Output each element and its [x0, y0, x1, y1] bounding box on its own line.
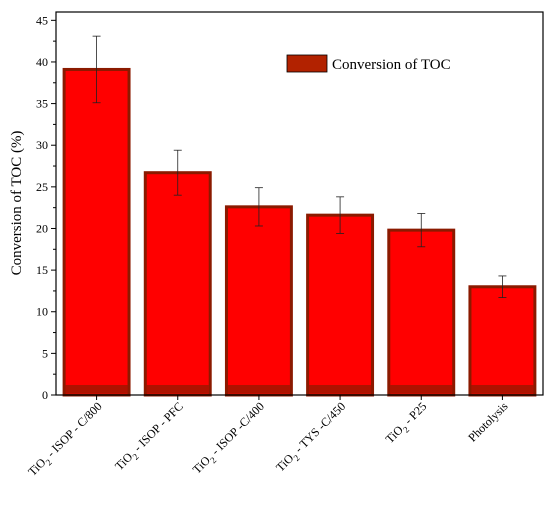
- bar-base: [65, 385, 128, 393]
- plot-frame: [55, 11, 544, 396]
- bar: [306, 213, 375, 397]
- x-tick-label: TiO2 - TYS -C/450: [273, 399, 350, 476]
- x-ticks: TiO2 - ISOP - C/800 TiO2 - ISOP - PFCTiO2…: [25, 395, 511, 481]
- x-tick-label: TiO2 - P25: [383, 399, 432, 448]
- y-tick-label: 10: [36, 305, 48, 319]
- legend: Conversion of TOC: [286, 54, 451, 73]
- y-tick-label: 15: [36, 263, 48, 277]
- y-tick-label: 35: [36, 97, 48, 111]
- bar-base: [309, 385, 372, 393]
- y-tick-label: 40: [36, 55, 48, 69]
- axes-layer: [55, 11, 544, 396]
- y-tick-label: 5: [42, 346, 48, 360]
- bar-base: [471, 385, 534, 393]
- bar-base: [146, 385, 209, 393]
- y-tick-label: 45: [36, 13, 48, 27]
- bar-base: [390, 385, 453, 393]
- legend-label: Conversion of TOC: [332, 57, 451, 73]
- x-tick-label: TiO2 - ISOP - PFC: [112, 399, 188, 475]
- y-tick-label: 30: [36, 138, 48, 152]
- y-tick-label: 25: [36, 180, 48, 194]
- x-tick-label: TiO2 - ISOP - C/800: [25, 399, 107, 481]
- bars-layer: [62, 67, 537, 397]
- x-tick-label: Photolysis: [465, 399, 510, 444]
- y-tick-label: 20: [36, 221, 48, 235]
- bar: [387, 228, 456, 397]
- bar-base: [227, 385, 290, 393]
- y-tick-label: 0: [42, 388, 48, 402]
- y-ticks: 0 5 10 15 20 25 30 35 40 45: [36, 0, 56, 402]
- x-tick-label: TiO2 - ISOP -C/400: [190, 399, 269, 478]
- bar: [468, 285, 537, 397]
- bar: [143, 171, 212, 397]
- y-axis-label: Conversion of TOC (%): [9, 131, 25, 276]
- bar: [224, 205, 293, 397]
- error-bars-layer: [92, 35, 507, 298]
- bar: [62, 67, 131, 397]
- legend-swatch: [286, 54, 328, 73]
